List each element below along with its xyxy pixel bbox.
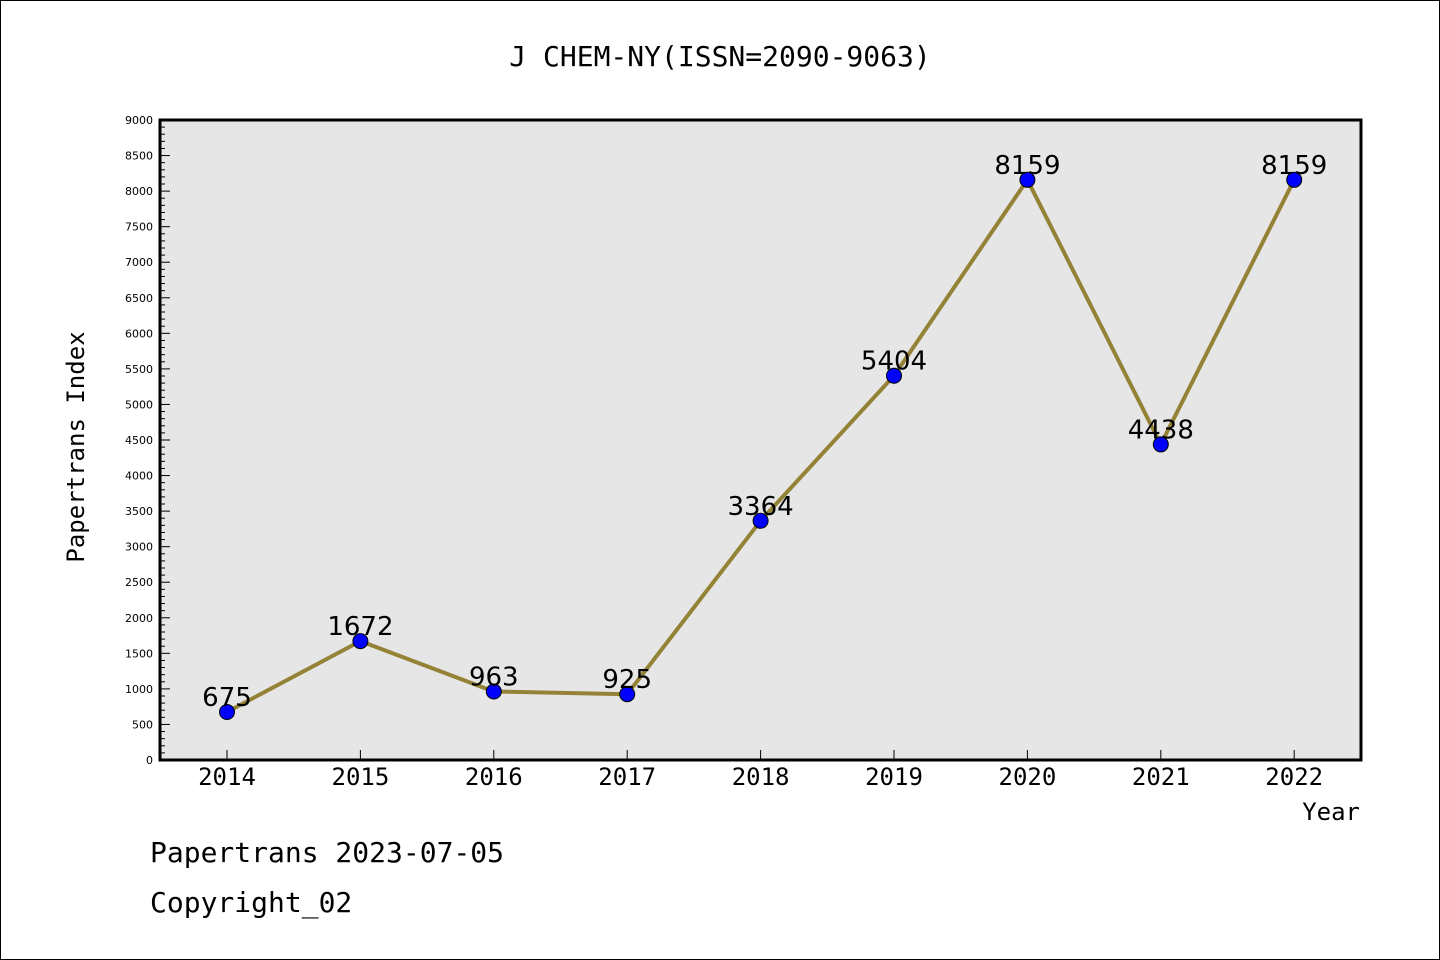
- data-label: 8159: [1261, 151, 1327, 181]
- y-tick-label: 6000: [125, 327, 153, 340]
- data-label: 1672: [327, 612, 393, 642]
- y-tick-label: 0: [146, 754, 153, 767]
- y-tick-label: 5500: [125, 363, 153, 376]
- y-tick-label: 2500: [125, 576, 153, 589]
- x-axis-label: Year: [1302, 798, 1360, 826]
- y-axis-label: Papertrans Index: [62, 331, 90, 562]
- x-tick-label: 2015: [332, 763, 390, 791]
- y-tick-label: 7000: [125, 256, 153, 269]
- x-tick-label: 2017: [598, 763, 656, 791]
- y-tick-label: 3500: [125, 505, 153, 518]
- footer-date: Papertrans 2023-07-05: [150, 836, 505, 869]
- chart-title: J CHEM-NY(ISSN=2090-9063): [509, 40, 930, 73]
- y-axis: 0 500 1000 1500 2000 2500 3000 3500 4000 4500 5000…: [125, 114, 170, 767]
- data-point: [219, 704, 235, 720]
- x-tick-label: 2019: [865, 763, 923, 791]
- x-tick-label: 2020: [999, 763, 1057, 791]
- x-tick-label: 2014: [198, 763, 256, 791]
- y-tick-label: 4500: [125, 434, 153, 447]
- x-axis: 2014 2015 2016 2017 2018 2019 2020 2021 2022: [198, 750, 1323, 791]
- data-point: [1019, 171, 1036, 188]
- data-labels: 675 1672 963 925 3364 5404 8159 4438 8159: [202, 151, 1327, 713]
- data-point: [886, 367, 902, 384]
- x-tick-label: 2022: [1265, 763, 1323, 791]
- x-tick-label: 2018: [732, 763, 790, 791]
- data-point: [752, 512, 769, 529]
- data-point: [485, 683, 502, 700]
- y-tick-label: 9000: [125, 114, 153, 127]
- data-label: 3364: [728, 492, 794, 522]
- data-point: [352, 633, 369, 650]
- data-markers: [219, 171, 1303, 720]
- data-label: 8159: [994, 151, 1060, 181]
- y-tick-label: 7500: [125, 221, 153, 234]
- y-tick-label: 8500: [125, 150, 153, 163]
- data-point: [1152, 436, 1169, 453]
- y-tick-label: 1500: [125, 647, 153, 660]
- y-tick-label: 5000: [125, 398, 153, 411]
- y-tick-label: 500: [132, 718, 153, 731]
- footer-copyright: Copyright_02: [150, 886, 353, 919]
- y-tick-label: 4000: [125, 470, 153, 483]
- y-tick-label: 8000: [125, 185, 153, 198]
- data-label: 675: [202, 683, 252, 713]
- data-label: 4438: [1128, 415, 1194, 445]
- y-tick-label: 1000: [125, 683, 153, 696]
- data-point: [619, 686, 636, 703]
- y-tick-label: 3000: [125, 541, 153, 554]
- data-label: 5404: [861, 347, 927, 377]
- x-tick-label: 2021: [1132, 763, 1190, 791]
- y-tick-label: 2000: [125, 612, 153, 625]
- data-label: 925: [602, 665, 652, 695]
- x-tick-label: 2016: [465, 763, 523, 791]
- y-tick-label: 6500: [125, 292, 153, 305]
- data-point: [1286, 171, 1303, 188]
- data-label: 963: [469, 663, 519, 693]
